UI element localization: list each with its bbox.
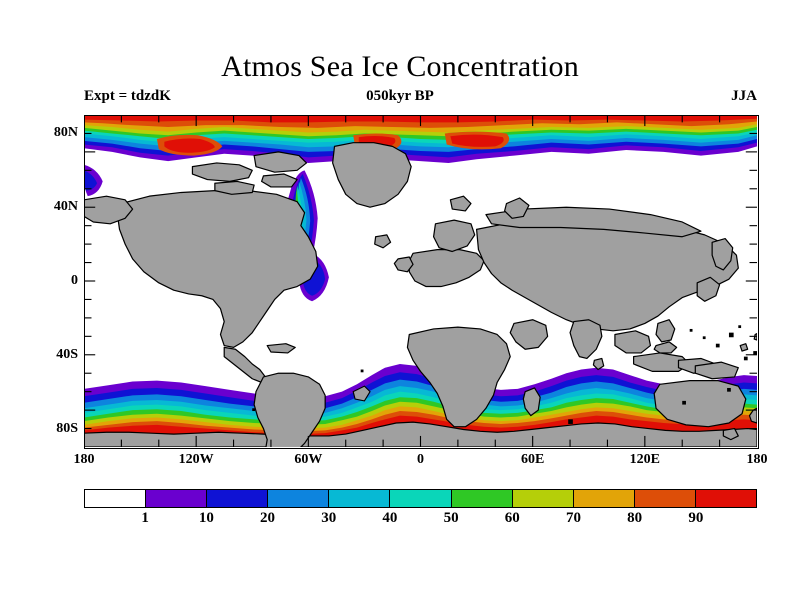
colorbar-band[interactable] <box>511 490 573 507</box>
experiment-label: Expt = tdzdK <box>84 88 171 104</box>
longitude-tick-label: 0 <box>417 452 424 467</box>
colorbar-tick-label: 90 <box>688 510 704 526</box>
colorbar-band[interactable] <box>389 490 451 507</box>
colorbar-tick-label: 1 <box>141 510 149 526</box>
longitude-tick-label: 120E <box>629 452 660 467</box>
longitude-axis: 180 120W 60W 0 60E 120E 180 <box>74 452 768 472</box>
land-polygons <box>84 142 757 447</box>
map-ticks <box>84 115 757 447</box>
colorbar-band[interactable] <box>85 490 146 507</box>
colorbar-tick-label: 40 <box>382 510 398 526</box>
map-plot-area <box>84 115 757 447</box>
colorbar-band[interactable] <box>145 490 207 507</box>
colorbar-tick-label: 10 <box>198 510 214 526</box>
peninsula-islands <box>352 385 371 402</box>
latitude-axis: 80N 40N 0 40S 80S <box>0 115 78 447</box>
longitude-tick-label: 180 <box>73 452 95 467</box>
colorbar-band[interactable] <box>633 490 695 507</box>
colorbar-tick-label: 30 <box>321 510 337 526</box>
colorbar-tick-label: 20 <box>260 510 276 526</box>
colorbar-band[interactable] <box>328 490 390 507</box>
season-label: JJA <box>731 88 757 104</box>
colorbar-band[interactable] <box>450 490 512 507</box>
longitude-tick-label: 180 <box>746 452 768 467</box>
colorbar-band[interactable] <box>267 490 329 507</box>
colorbar-band[interactable] <box>572 490 634 507</box>
latitude-tick-label: 80S <box>56 420 78 436</box>
arctic-ice-field <box>84 115 757 163</box>
latitude-tick-label: 40N <box>53 199 78 215</box>
page-title: Atmos Sea Ice Concentration <box>221 50 579 83</box>
sea-ice-map <box>84 115 757 447</box>
period-label: 050kyr BP <box>366 88 434 104</box>
colorbar-tick-label: 60 <box>504 510 520 526</box>
latitude-tick-label: 80N <box>53 125 78 141</box>
longitude-tick-label: 60W <box>294 452 323 467</box>
latitude-tick-label: 0 <box>71 273 78 288</box>
colorbar-tick-label: 50 <box>443 510 459 526</box>
latitude-tick-label: 40S <box>56 346 78 362</box>
small-island-specks <box>252 325 757 424</box>
colorbar[interactable] <box>84 489 757 508</box>
colorbar-band[interactable] <box>694 490 757 507</box>
colorbar-tick-label: 80 <box>627 510 643 526</box>
longitude-tick-label: 60E <box>520 452 545 467</box>
colorbar-tick-label: 70 <box>565 510 581 526</box>
longitude-tick-label: 120W <box>178 452 214 467</box>
colorbar-tick-labels: 1 10 20 30 40 50 60 70 80 90 <box>84 510 757 532</box>
colorbar-band[interactable] <box>206 490 268 507</box>
